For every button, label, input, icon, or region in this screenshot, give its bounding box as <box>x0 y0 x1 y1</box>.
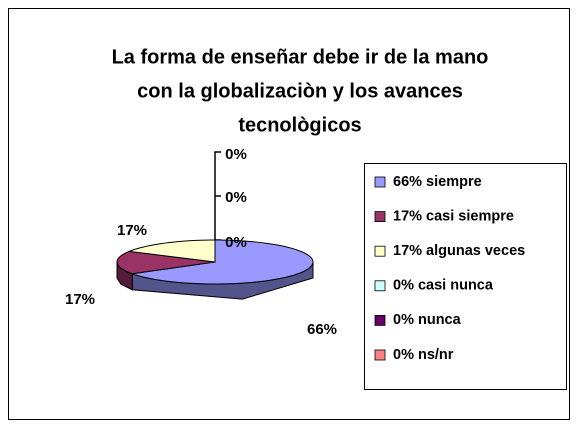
pie-slice <box>127 239 216 263</box>
data-label: 0% <box>225 146 247 163</box>
legend-swatch <box>374 245 386 257</box>
legend-label: 0% ns/nr <box>393 347 454 363</box>
legend-box <box>364 163 567 390</box>
legend-label: 0% nunca <box>393 312 462 328</box>
legend-swatch <box>374 176 386 188</box>
chart-title: con la globalizaciòn y los avances <box>137 80 463 102</box>
chart-title: tecnològicos <box>238 114 361 136</box>
legend-swatch <box>374 280 386 292</box>
pie-slice <box>116 250 216 275</box>
data-label: 0% <box>225 234 247 251</box>
pie <box>116 239 314 300</box>
legend-label: 66% siempre <box>393 174 482 190</box>
legend-label: 0% casi nunca <box>393 278 494 294</box>
data-label: 17% <box>117 222 147 239</box>
legend-label: 17% algunas veces <box>393 243 525 259</box>
legend-swatch <box>374 314 386 326</box>
chart-title: La forma de enseñar debe ir de la mano <box>112 46 489 68</box>
data-label: 17% <box>65 291 95 308</box>
legend-swatch <box>374 211 386 223</box>
legend-swatch <box>374 349 386 361</box>
pie-slice <box>132 239 314 285</box>
data-label: 0% <box>225 189 247 206</box>
data-label: 66% <box>307 321 337 338</box>
legend-label: 17% casi siempre <box>393 208 514 224</box>
